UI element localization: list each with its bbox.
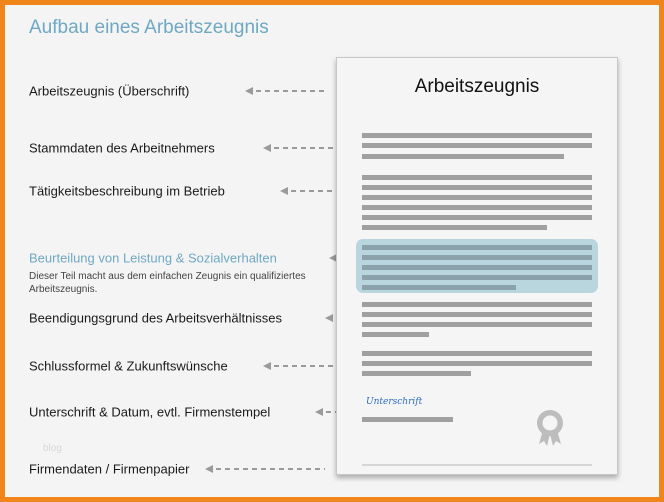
highlight-box (356, 239, 598, 293)
label-master-data: Stammdaten des Arbeitnehmers (29, 140, 215, 156)
text-line (362, 302, 592, 307)
label-signature: Unterschrift & Datum, evtl. Firmenstempe… (29, 404, 271, 420)
arrow-left-icon (245, 87, 325, 95)
label-termination: Beendigungsgrund des Arbeitsverhältnisse… (29, 310, 282, 326)
document-paper: Arbeitszeugnis Unterschrift (336, 57, 618, 475)
arrow-left-icon (205, 465, 325, 473)
arrow-left-icon (263, 144, 353, 152)
text-line (362, 361, 592, 366)
text-line (362, 275, 592, 280)
text-line (362, 351, 592, 356)
footer-line (362, 464, 592, 466)
text-line (362, 332, 429, 337)
text-line (362, 312, 592, 317)
text-line (362, 175, 592, 180)
page-title: Aufbau eines Arbeitszeugnis (29, 17, 269, 38)
text-line (362, 285, 516, 290)
text-line (362, 322, 592, 327)
text-line (362, 205, 592, 210)
arrow-left-icon (263, 362, 353, 370)
text-line (362, 133, 592, 138)
label-activity: Tätigkeitsbeschreibung im Betrieb (29, 183, 225, 199)
signature: Unterschrift (366, 397, 423, 407)
text-line (362, 143, 592, 148)
label-closing: Schlussformel & Zukunftswünsche (29, 358, 228, 374)
watermark: blog (43, 443, 62, 454)
text-line (362, 245, 592, 250)
assessment-description: Dieser Teil macht aus dem einfachen Zeug… (29, 271, 306, 295)
text-line (362, 265, 592, 270)
award-seal-icon (537, 410, 563, 446)
label-assessment: Beurteilung von Leistung & Sozialverhalt… (29, 250, 277, 266)
signature-line (362, 417, 453, 422)
text-line (362, 185, 592, 190)
text-line (362, 255, 592, 260)
text-line (362, 195, 592, 200)
document-title: Arbeitszeugnis (414, 76, 540, 97)
label-heading: Arbeitszeugnis (Überschrift) (29, 83, 190, 99)
text-line (362, 154, 564, 159)
arrow-left-icon (280, 187, 353, 195)
text-line (362, 225, 547, 230)
text-line (362, 215, 592, 220)
text-line (362, 371, 471, 376)
label-company-data: Firmendaten / Firmenpapier (29, 461, 190, 477)
